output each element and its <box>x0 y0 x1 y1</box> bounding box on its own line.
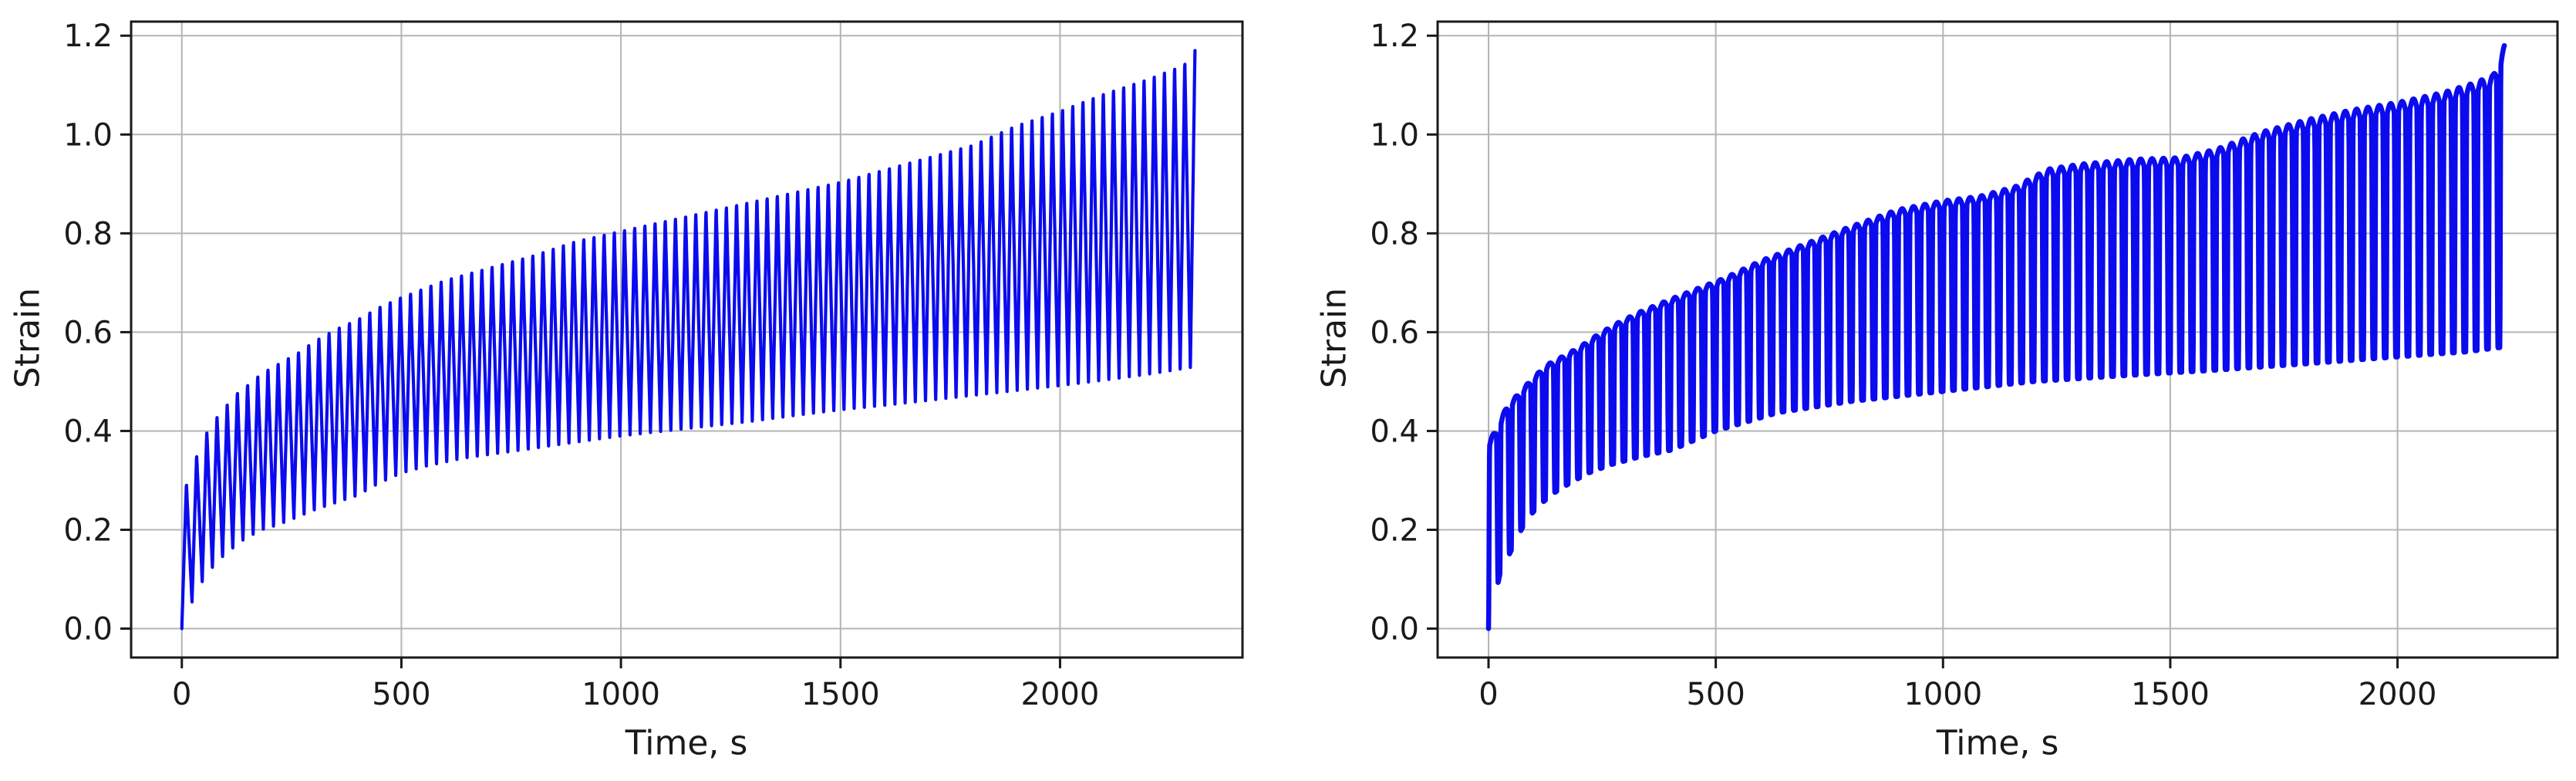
y-tick-label: 0.8 <box>1370 216 1419 252</box>
x-axis-label-left: Time, s <box>625 723 748 763</box>
y-axis-label-left: Strain <box>8 287 48 389</box>
strain-chart-left-panel: 0 500 1000 1500 2000 0.0 0.2 0.4 0.6 0.8 1.0 1.2 Ti… <box>8 19 1244 763</box>
x-tick-label: 0 <box>1479 677 1498 712</box>
strain-chart-left: 0 500 1000 1500 2000 0.0 0.2 0.4 0.6 0.8 1.0 1.2 <box>63 19 1244 712</box>
y-tick-label: 0.0 <box>1370 612 1419 647</box>
x-tick-label: 500 <box>372 677 430 712</box>
y-tick-label: 1.2 <box>63 19 113 54</box>
x-tick-label: 500 <box>1686 677 1745 712</box>
y-tick-label: 0.6 <box>1370 315 1419 350</box>
x-tick-label: 2000 <box>2359 677 2437 712</box>
y-tick-label: 0.4 <box>1370 414 1419 449</box>
strain-series-line <box>180 49 1197 631</box>
y-tick-label: 0.6 <box>63 315 113 350</box>
strain-series-line <box>1485 42 2507 631</box>
y-tick-label: 1.2 <box>1370 19 1419 54</box>
y-tick-label: 0.2 <box>1370 512 1419 548</box>
y-tick-label: 0.8 <box>63 216 113 252</box>
x-tick-label: 1000 <box>582 677 660 712</box>
axis-spine <box>130 20 1244 659</box>
strain-chart-right: 0 500 1000 1500 2000 0.0 0.2 0.4 0.6 0.8 1.0 1.2 <box>1370 19 2559 712</box>
y-tick-label: 1.0 <box>63 117 113 153</box>
x-tick-label: 1500 <box>801 677 880 712</box>
strain-chart-right-panel: 0 500 1000 1500 2000 0.0 0.2 0.4 0.6 0.8 1.0 1.2 Ti… <box>1288 0 2576 781</box>
y-axis-label-right: Strain <box>1314 287 1354 389</box>
axis-spine <box>1436 20 2559 659</box>
y-tick-label: 0.2 <box>63 512 113 548</box>
x-tick-label: 1500 <box>2131 677 2210 712</box>
y-tick-label: 0.0 <box>63 612 113 647</box>
x-tick-label: 1000 <box>1903 677 1982 712</box>
x-axis-label-right: Time, s <box>1936 723 2059 763</box>
y-tick-label: 0.4 <box>63 414 113 449</box>
y-tick-label: 1.0 <box>1370 117 1419 153</box>
x-tick-label: 0 <box>172 677 191 712</box>
x-tick-label: 2000 <box>1021 677 1100 712</box>
